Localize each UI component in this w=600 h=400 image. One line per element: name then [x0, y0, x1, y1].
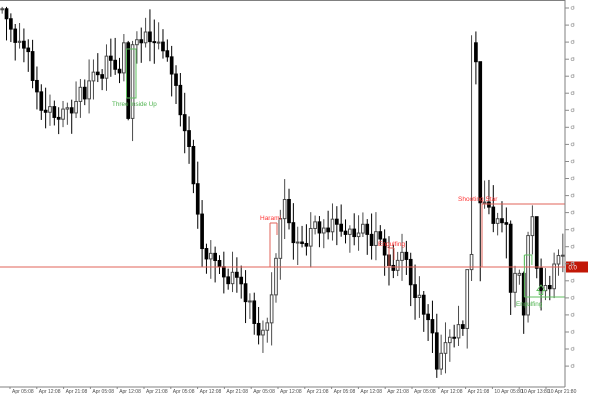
svg-text:Apr 05:08: Apr 05:08: [414, 389, 436, 395]
svg-text:Apr 12:08: Apr 12:08: [119, 389, 141, 395]
svg-text:Apr 05:08: Apr 05:08: [92, 389, 114, 395]
svg-text:Apr 21:08: Apr 21:08: [387, 389, 409, 395]
svg-text:10 Apr 21:80: 10 Apr 21:80: [548, 389, 577, 395]
svg-text:Three Inside Up: Three Inside Up: [112, 101, 157, 108]
svg-text:Apr 12:08: Apr 12:08: [441, 389, 463, 395]
svg-text:Apr 21:08: Apr 21:08: [66, 389, 88, 395]
svg-text:0.0: 0.0: [569, 266, 578, 272]
svg-text:Harami: Harami: [260, 215, 281, 222]
svg-text:Apr 21:08: Apr 21:08: [468, 389, 490, 395]
svg-text:Apr 12:08: Apr 12:08: [360, 389, 382, 395]
svg-text:Apr 21:08: Apr 21:08: [146, 389, 168, 395]
svg-text:Apr 05:08: Apr 05:08: [173, 389, 195, 395]
svg-text:10 Apr 05:80: 10 Apr 05:80: [494, 389, 523, 395]
svg-text:Apr 05:08: Apr 05:08: [12, 389, 34, 395]
svg-text:Apr 21:08: Apr 21:08: [226, 389, 248, 395]
svg-text:Shooting Star: Shooting Star: [458, 196, 498, 203]
svg-text:Engulfing: Engulfing: [516, 301, 543, 308]
svg-text:Engulfing: Engulfing: [378, 241, 405, 248]
svg-text:Apr 21:08: Apr 21:08: [307, 389, 329, 395]
svg-text:Apr 12:08: Apr 12:08: [200, 389, 222, 395]
svg-text:Apr 12:08: Apr 12:08: [39, 389, 61, 395]
svg-text:10 Apr 13:80: 10 Apr 13:80: [521, 389, 550, 395]
svg-text:Apr 05:08: Apr 05:08: [334, 389, 356, 395]
svg-text:Apr 12:08: Apr 12:08: [280, 389, 302, 395]
svg-text:Apr 05:08: Apr 05:08: [253, 389, 275, 395]
